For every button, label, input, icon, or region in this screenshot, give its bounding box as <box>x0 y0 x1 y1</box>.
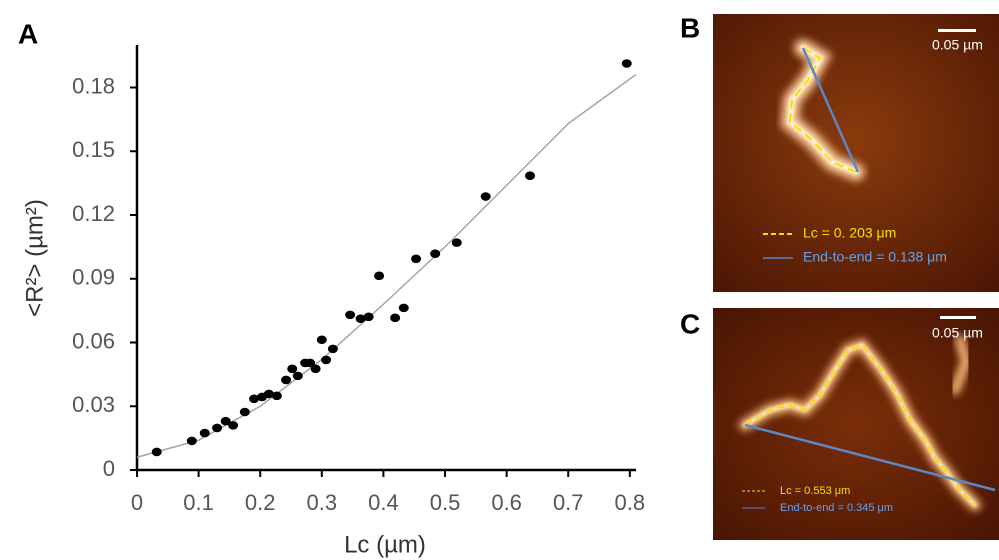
data-point <box>271 391 282 401</box>
contour-trace <box>744 343 976 506</box>
image-background <box>713 14 999 292</box>
data-point <box>398 303 409 313</box>
data-point <box>430 249 441 258</box>
end-to-end-label: End-to-end = 0.138 μm <box>803 249 947 265</box>
data-point <box>374 271 385 281</box>
scale-bar <box>940 316 976 319</box>
lc-label: Lc = 0.553 μm <box>780 485 850 497</box>
y-tick-label: 0.12 <box>72 201 115 226</box>
data-point <box>305 358 316 368</box>
data-point <box>327 344 338 354</box>
panel-label: B <box>680 12 700 43</box>
x-tick-label: 0.5 <box>430 490 461 515</box>
data-point <box>480 192 491 201</box>
data-point <box>151 447 162 457</box>
data-point <box>199 428 210 438</box>
data-point <box>292 371 303 381</box>
y-tick-label: 0.09 <box>72 265 115 290</box>
afm-image: 0.05 µm Lc = 0.553 μm End-to-end = 0.345… <box>713 308 999 540</box>
data-point <box>345 310 356 320</box>
data-point <box>411 254 422 264</box>
data-point <box>310 364 321 374</box>
data-point <box>239 407 250 417</box>
panel-label: A <box>18 18 38 49</box>
strand <box>950 335 972 395</box>
scale-label: 0.05 µm <box>932 37 983 53</box>
data-point <box>186 436 197 446</box>
data-point <box>355 314 366 324</box>
end-to-end-line <box>744 423 996 492</box>
data-point <box>212 423 223 433</box>
afm-image: 0.05 µm Lc = 0. 203 μm End-to-end = 0.13… <box>713 14 999 292</box>
data-point <box>287 364 298 374</box>
y-tick-label: 0 <box>103 456 115 481</box>
data-point <box>220 416 231 426</box>
data-point <box>390 313 401 323</box>
y-tick-label: 0.15 <box>72 137 115 162</box>
data-point <box>316 335 327 345</box>
x-tick-label: 0.6 <box>491 490 522 515</box>
panel-label: C <box>680 308 700 339</box>
x-tick-label: 0.1 <box>183 490 214 515</box>
end-to-end-label: End-to-end = 0.345 μm <box>780 502 893 514</box>
x-axis-title: Lc (µm) <box>344 531 426 558</box>
lc-label: Lc = 0. 203 μm <box>803 225 896 241</box>
data-point <box>621 59 632 68</box>
data-point <box>451 238 462 247</box>
scale-bar <box>938 29 976 32</box>
x-tick-label: 0.4 <box>368 490 399 515</box>
data-point <box>321 355 332 365</box>
y-tick-label: 0.18 <box>72 73 115 98</box>
x-tick-label: 0.7 <box>553 490 584 515</box>
contour-trace <box>788 47 857 173</box>
y-axis-title: <R²> (µm²) <box>21 199 48 317</box>
data-point <box>228 421 239 430</box>
x-tick-label: 0.3 <box>307 490 338 515</box>
fit-curve <box>136 74 637 458</box>
data-point <box>263 389 274 399</box>
x-tick-label: 0.2 <box>245 490 276 515</box>
data-point <box>525 171 536 180</box>
end-to-end-line <box>801 47 860 173</box>
data-point <box>281 375 292 385</box>
x-tick-label: 0 <box>131 490 143 515</box>
scale-label: 0.05 µm <box>932 325 983 341</box>
data-point <box>249 394 260 404</box>
x-tick-label: 0.8 <box>615 490 646 515</box>
data-point <box>363 312 374 322</box>
y-tick-label: 0.03 <box>72 392 115 417</box>
y-tick-label: 0.06 <box>72 328 115 353</box>
